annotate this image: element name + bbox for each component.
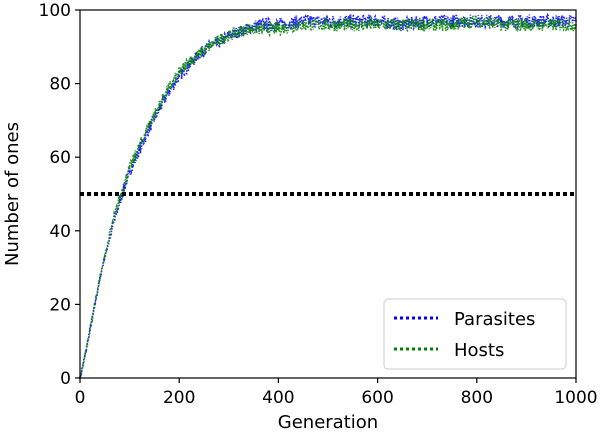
x-axis-ticks: 0 200 400 600 800 1000 xyxy=(75,378,598,408)
x-axis-title: Generation xyxy=(278,412,378,432)
data-point-hosts xyxy=(376,23,379,26)
data-point-hosts xyxy=(550,23,553,26)
data-point-hosts xyxy=(198,53,200,56)
data-point-parasites xyxy=(138,148,141,151)
data-point-parasites xyxy=(178,75,181,78)
x-tick-label: 0 xyxy=(75,388,86,408)
data-point-hosts xyxy=(108,233,111,236)
data-point-parasites xyxy=(267,23,270,26)
data-point-hosts xyxy=(451,23,453,26)
data-point-hosts xyxy=(98,277,101,280)
data-point-hosts xyxy=(217,38,220,41)
y-axis-ticks: 0 20 40 60 80 100 xyxy=(39,1,80,389)
plot-area xyxy=(79,11,577,379)
data-point-hosts xyxy=(426,23,429,26)
data-point-hosts xyxy=(113,215,116,217)
legend-label-hosts: Hosts xyxy=(454,340,504,361)
data-point-hosts xyxy=(401,23,404,26)
data-point-hosts xyxy=(525,23,528,26)
y-tick-label: 60 xyxy=(49,148,71,168)
plot-frame xyxy=(79,9,577,379)
data-point-hosts xyxy=(302,23,305,26)
data-point-hosts xyxy=(227,34,230,37)
x-tick-label: 400 xyxy=(262,388,294,408)
data-point-hosts xyxy=(237,31,240,33)
data-point-parasites xyxy=(500,20,503,22)
data-point-hosts xyxy=(168,86,171,89)
data-point-parasites xyxy=(327,20,329,22)
data-point-hosts xyxy=(500,23,503,26)
legend-label-parasites: Parasites xyxy=(454,309,535,330)
data-point-hosts xyxy=(123,182,126,184)
x-tick-label: 1000 xyxy=(554,388,597,408)
data-point-hosts xyxy=(128,167,131,170)
data-point-hosts xyxy=(257,27,260,30)
y-tick-label: 20 xyxy=(49,295,71,315)
data-point-hosts xyxy=(351,23,354,26)
y-tick-label: 80 xyxy=(49,75,71,95)
y-axis-title: Number of ones xyxy=(2,122,23,266)
data-point-parasites xyxy=(426,20,429,22)
x-tick-label: 200 xyxy=(163,388,195,408)
x-tick-label: 800 xyxy=(461,388,493,408)
data-point-hosts xyxy=(84,355,86,357)
data-point-hosts xyxy=(188,60,191,63)
data-point-hosts xyxy=(89,329,91,332)
data-point-hosts xyxy=(208,45,210,48)
data-point-hosts xyxy=(138,145,141,148)
x-tick-label: 600 xyxy=(361,388,393,408)
data-point-hosts xyxy=(118,196,121,199)
data-point-hosts xyxy=(158,104,161,107)
data-point-hosts xyxy=(277,27,280,30)
data-point-parasites xyxy=(168,90,171,92)
data-point-hosts xyxy=(247,27,250,30)
data-point-hosts xyxy=(267,27,270,30)
data-point-hosts xyxy=(103,255,106,258)
series-trace-hosts xyxy=(79,14,577,379)
data-point-hosts xyxy=(148,123,151,125)
data-point-hosts xyxy=(93,303,96,306)
y-tick-label: 40 xyxy=(49,222,71,242)
legend-box xyxy=(383,298,567,370)
data-point-hosts xyxy=(327,23,329,26)
y-tick-label: 0 xyxy=(60,369,71,389)
data-point-hosts xyxy=(475,20,478,22)
legend: Parasites Hosts xyxy=(383,298,567,370)
data-point-parasites xyxy=(128,171,131,173)
series-layer xyxy=(79,11,577,379)
y-tick-label: 100 xyxy=(39,1,71,21)
data-point-hosts xyxy=(178,71,181,74)
